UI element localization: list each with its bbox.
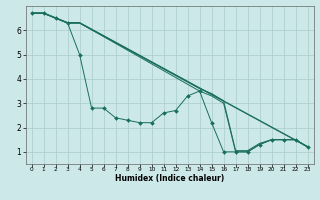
X-axis label: Humidex (Indice chaleur): Humidex (Indice chaleur): [115, 174, 224, 183]
